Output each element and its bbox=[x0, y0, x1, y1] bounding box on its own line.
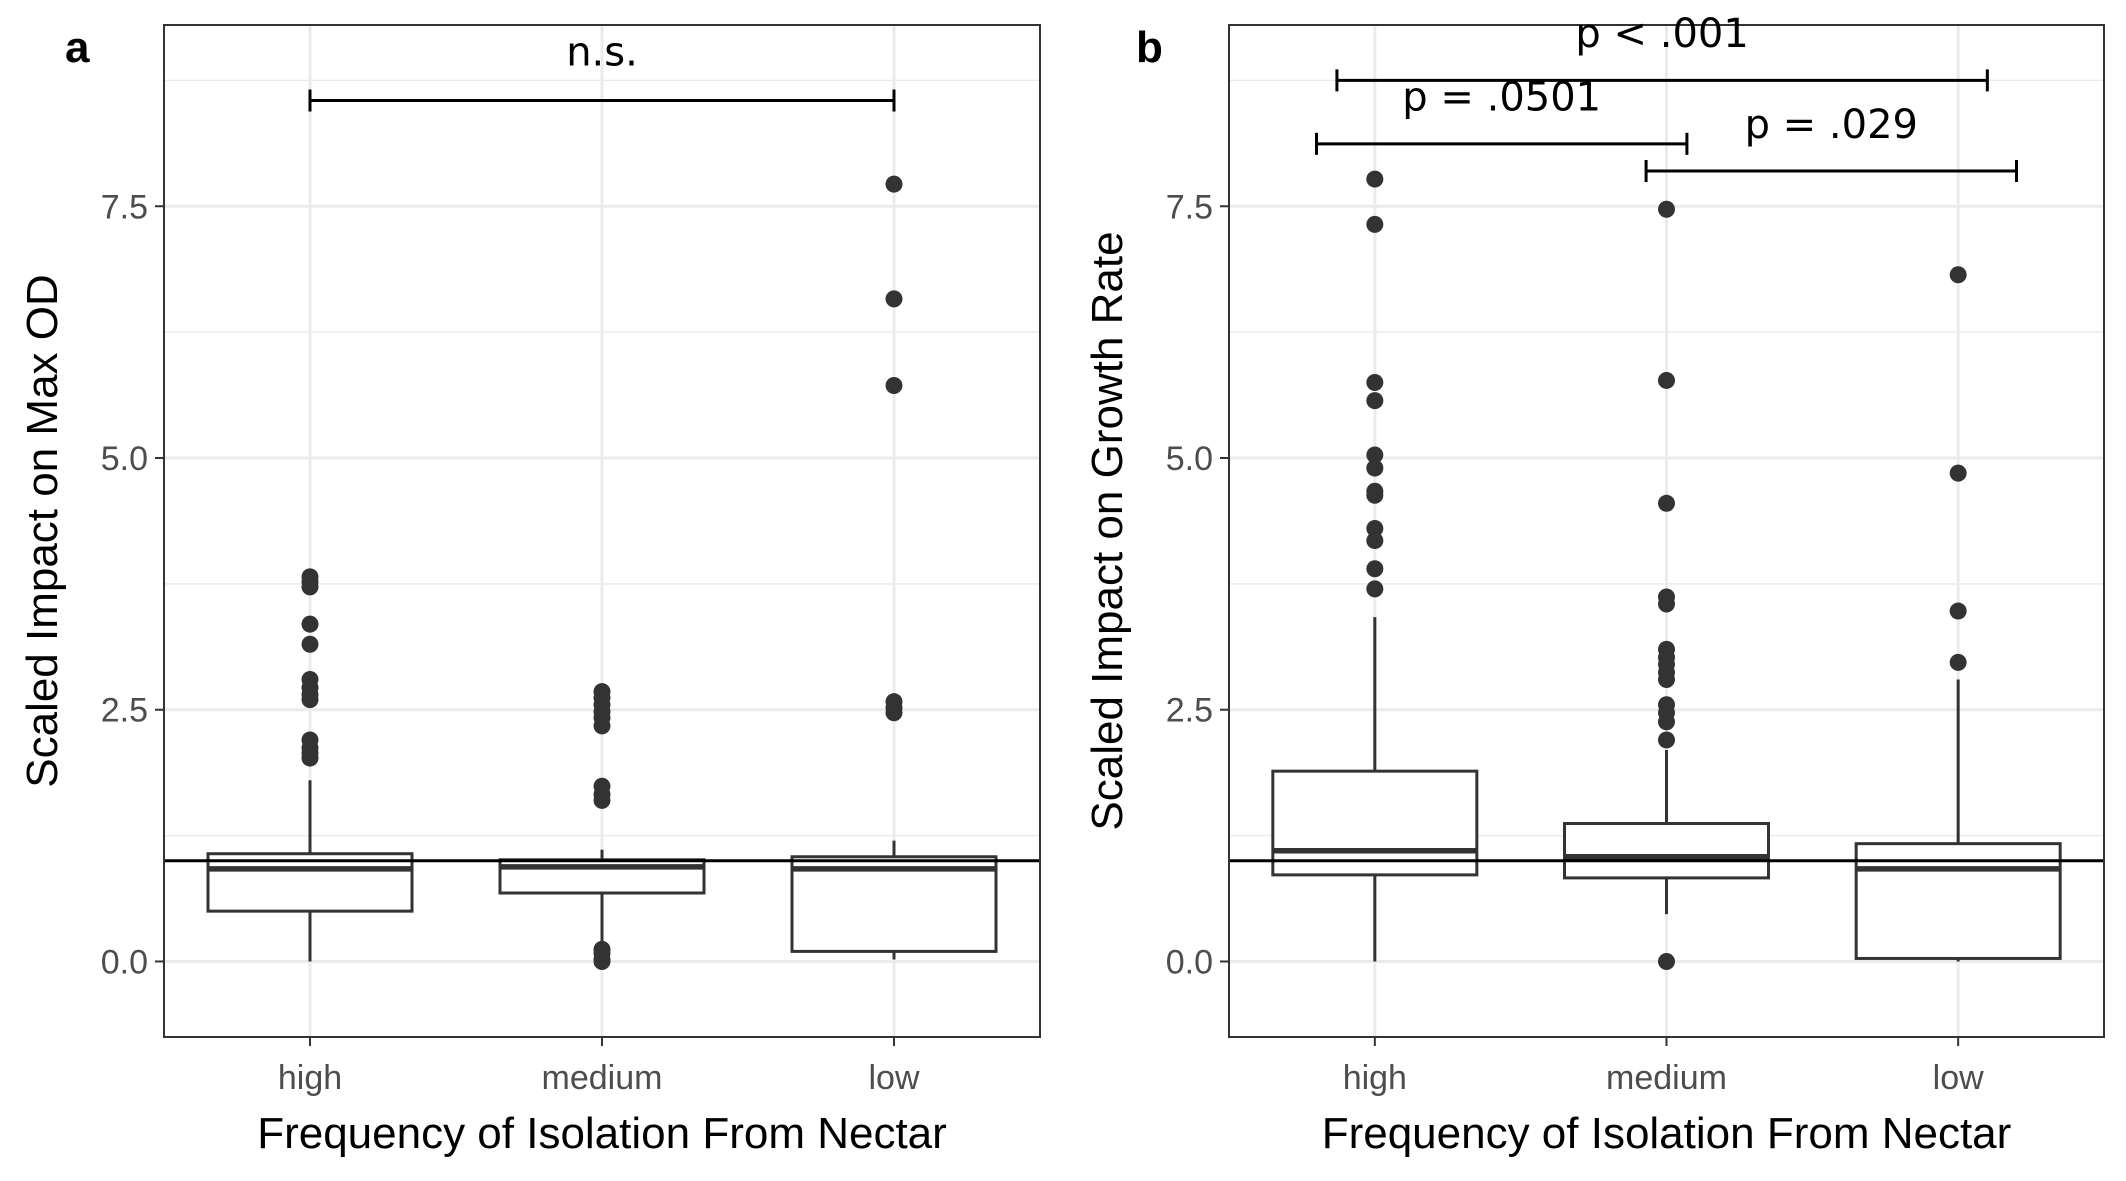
outlier-point bbox=[593, 791, 611, 809]
panel-a: 0.0 2.5 5.0 7.5 high medium low Frequency of Is… bbox=[18, 23, 1041, 1158]
y-tick-label: 2.5 bbox=[101, 692, 148, 730]
panel-letter: b bbox=[1136, 23, 1163, 72]
outlier-point bbox=[1658, 494, 1675, 512]
box-medium bbox=[1563, 200, 1770, 970]
box-low bbox=[1854, 266, 2062, 962]
box-medium bbox=[498, 683, 706, 970]
box-iqr bbox=[1854, 842, 2062, 960]
box-high bbox=[1271, 170, 1479, 962]
outlier-point bbox=[1366, 459, 1384, 477]
x-axis-title: Frequency of Isolation From Nectar bbox=[1322, 1109, 2012, 1158]
outlier-point bbox=[885, 290, 903, 308]
outlier-point bbox=[301, 578, 319, 596]
x-tick-label: medium bbox=[1606, 1059, 1727, 1097]
y-tick-label: 7.5 bbox=[101, 188, 148, 226]
significance-label: p = .0501 bbox=[1402, 75, 1601, 121]
y-tick-label: 7.5 bbox=[1166, 188, 1213, 226]
outlier-point bbox=[1366, 446, 1384, 464]
y-axis-title: Scaled Impact on Growth Rate bbox=[1083, 231, 1132, 830]
outlier-point bbox=[301, 691, 319, 709]
panel-letter: a bbox=[65, 23, 90, 72]
outlier-point bbox=[1366, 486, 1384, 504]
outlier-point bbox=[1366, 532, 1384, 550]
box-iqr bbox=[206, 852, 414, 913]
outlier-point bbox=[885, 704, 903, 722]
significance-bracket: p < .001 bbox=[1335, 11, 1989, 92]
outlier-point bbox=[1658, 371, 1675, 389]
box-low bbox=[790, 175, 998, 960]
outlier-point bbox=[301, 615, 319, 633]
significance-label: p < .001 bbox=[1575, 11, 1748, 57]
y-tick-label: 5.0 bbox=[101, 440, 148, 478]
outlier-point bbox=[301, 749, 319, 767]
outlier-point bbox=[1366, 170, 1384, 188]
outlier-point bbox=[1366, 519, 1384, 537]
outlier-point bbox=[1658, 713, 1675, 731]
y-tick-label: 2.5 bbox=[1166, 692, 1213, 730]
x-axis-title: Frequency of Isolation From Nectar bbox=[257, 1109, 947, 1158]
outlier-point bbox=[885, 175, 903, 193]
box-iqr bbox=[1563, 822, 1770, 880]
outlier-point bbox=[1949, 602, 1967, 620]
outlier-point bbox=[301, 635, 319, 653]
significance-label: p = .029 bbox=[1745, 102, 1918, 148]
y-axis-title: Scaled Impact on Max OD bbox=[18, 274, 67, 788]
box-iqr bbox=[1271, 769, 1479, 877]
outlier-point bbox=[1366, 215, 1384, 233]
outlier-point bbox=[593, 952, 611, 970]
outlier-point bbox=[1366, 373, 1384, 391]
outlier-point bbox=[1658, 952, 1675, 970]
outlier-point bbox=[1949, 653, 1967, 671]
outlier-point bbox=[1366, 560, 1384, 578]
outlier-point bbox=[1366, 392, 1384, 410]
significance-bracket: n.s. bbox=[308, 29, 896, 112]
x-tick-label: low bbox=[868, 1059, 919, 1097]
x-tick-label: low bbox=[1933, 1059, 1984, 1097]
significance-bracket: p = .029 bbox=[1644, 102, 2018, 183]
outlier-point bbox=[885, 376, 903, 394]
significance-label: n.s. bbox=[566, 29, 638, 75]
x-tick-label: high bbox=[278, 1059, 342, 1097]
outlier-point bbox=[593, 717, 611, 735]
outlier-point bbox=[1658, 595, 1675, 613]
box-iqr bbox=[790, 855, 998, 953]
outlier-point bbox=[1366, 580, 1384, 598]
y-tick-label: 0.0 bbox=[101, 943, 148, 981]
x-tick-label: medium bbox=[542, 1059, 663, 1097]
outlier-point bbox=[1949, 464, 1967, 482]
panel-b: 0.0 2.5 5.0 7.5 high medium low Frequency of Is… bbox=[1083, 11, 2105, 1158]
outlier-point bbox=[1658, 200, 1675, 218]
outlier-point bbox=[1949, 266, 1967, 284]
significance-bracket: p = .0501 bbox=[1315, 75, 1689, 155]
outlier-point bbox=[1658, 671, 1675, 689]
y-tick-label: 0.0 bbox=[1166, 943, 1213, 981]
box-high bbox=[206, 568, 414, 962]
y-tick-label: 5.0 bbox=[1166, 440, 1213, 478]
outlier-point bbox=[1658, 731, 1675, 749]
x-tick-label: high bbox=[1343, 1059, 1407, 1097]
